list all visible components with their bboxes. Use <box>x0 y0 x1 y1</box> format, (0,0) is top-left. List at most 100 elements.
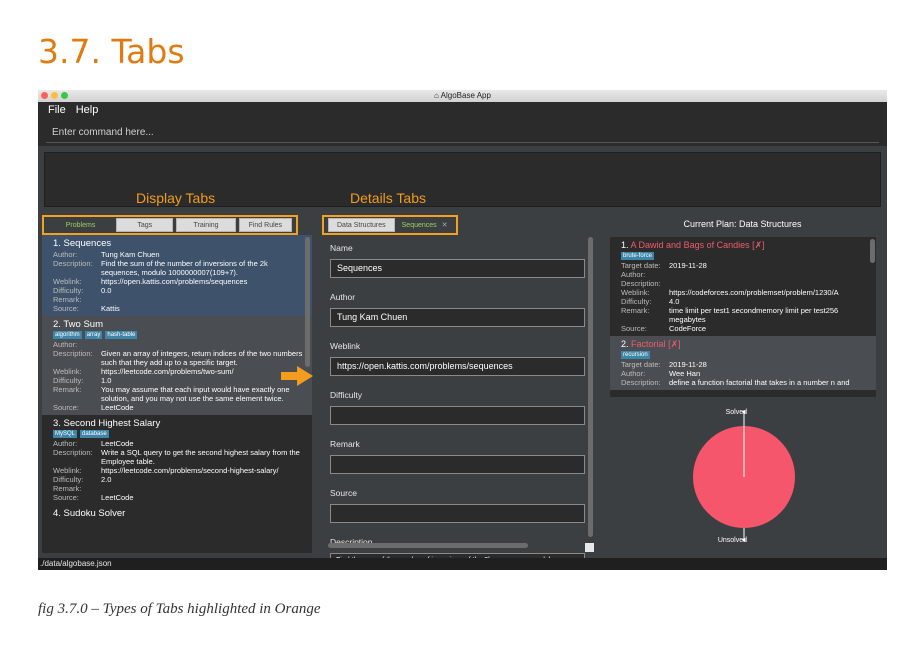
weblink-label: Weblink <box>330 341 361 351</box>
result-display <box>44 152 881 207</box>
tab-tags[interactable]: Tags <box>116 218 174 232</box>
close-window-button[interactable] <box>41 92 48 99</box>
field-key: Description: <box>53 349 93 358</box>
field-key: Remark: <box>53 295 82 304</box>
weblink-field[interactable]: https://open.kattis.com/problems/sequenc… <box>330 357 585 376</box>
display-tabs-bar: Problems Tags Training Plans Find Rules <box>42 215 298 243</box>
field-value: https://leetcode.com/problems/two-sum/ <box>101 367 234 376</box>
menu-bar: File Help <box>38 102 887 118</box>
page-heading: 3.7. Tabs <box>38 32 185 71</box>
field-key: Author: <box>53 340 78 349</box>
pie-label-dot <box>742 410 746 414</box>
tab-data-structures[interactable]: Data Structures <box>328 218 395 232</box>
task-number: 1. <box>621 240 629 250</box>
author-field[interactable]: Tung Kam Chuen <box>330 308 585 327</box>
problem-title: 1. Sequences <box>53 238 112 249</box>
field-key: Source: <box>53 403 79 412</box>
field-key: Weblink: <box>53 367 82 376</box>
field-value <box>101 484 303 493</box>
tag-badge[interactable]: recursion <box>621 351 650 359</box>
field-key: Weblink: <box>53 277 82 286</box>
tab-sequences[interactable]: Sequences ✕ <box>397 218 452 232</box>
problem-list-scrollbar[interactable] <box>305 237 310 367</box>
pie-unsolved-label: Unsolved <box>718 537 747 544</box>
field-value: LeetCode <box>101 439 134 448</box>
problem-title: 4. Sudoku Solver <box>53 508 126 519</box>
tag-badge[interactable]: algorithm <box>53 331 82 339</box>
figure-caption: fig 3.7.0 – Types of Tabs highlighted in… <box>38 601 321 617</box>
field-value: Find the sum of the number of inversions… <box>101 259 268 277</box>
field-key: Description: <box>53 448 93 457</box>
field-key: Difficulty: <box>53 376 84 385</box>
tag-badge[interactable]: hash-table <box>105 331 138 339</box>
field-value: You may assume that each input would hav… <box>101 385 290 403</box>
field-key: Difficulty: <box>53 286 84 295</box>
details-tabs-bar: Data Structures Sequences ✕ <box>322 215 458 235</box>
problem-card[interactable]: 3. Second Highest Salary MySQL database Aut… <box>42 415 312 505</box>
tag-badge[interactable]: array <box>84 331 103 339</box>
field-key: Author: <box>53 439 78 448</box>
unsolved-mark-icon: [✗] <box>668 339 681 349</box>
source-label: Source <box>330 488 357 498</box>
plan-task-card[interactable]: 1. A Dawid and Bags of Candies [✗] brute-… <box>610 237 876 336</box>
menu-help[interactable]: Help <box>75 104 99 116</box>
plan-panel: Current Plan: Data Structures 1. A Dawid… <box>604 212 881 552</box>
field-value: 1.0 <box>101 376 112 385</box>
problem-card[interactable]: 2. Two Sum algorithm array hash-table Author… <box>42 316 312 415</box>
field-value: define a function factorial that takes i… <box>669 378 850 387</box>
tab-find-rules[interactable]: Find Rules <box>238 218 292 232</box>
details-scrollbar[interactable] <box>588 237 593 537</box>
field-value <box>101 295 303 304</box>
field-key: Remark: <box>53 385 82 394</box>
name-field[interactable]: Sequences <box>330 259 585 278</box>
window-titlebar: ⌂ AlgoBase App <box>38 90 887 102</box>
plan-task-list[interactable]: 1. A Dawid and Bags of Candies [✗] brute-… <box>610 237 876 397</box>
field-value: https://leetcode.com/problems/second-hig… <box>101 466 279 475</box>
field-key: Description: <box>621 378 661 387</box>
status-bar: ./data/algobase.json <box>38 558 887 570</box>
progress-pie-chart: Solved Unsolved <box>693 409 795 544</box>
task-number: 2. <box>621 339 629 349</box>
tag-badge[interactable]: brute-force <box>621 252 655 260</box>
minimize-window-button[interactable] <box>51 92 58 99</box>
source-field[interactable] <box>330 504 585 523</box>
description-label: Description <box>330 537 373 547</box>
app-icon: ⌂ <box>434 91 441 100</box>
details-panel: Name Sequences Author Tung Kam Chuen Web… <box>322 235 594 570</box>
close-tab-icon[interactable]: ✕ <box>441 222 448 229</box>
field-value: Wee Han <box>669 369 701 378</box>
field-key: Remark: <box>53 484 82 493</box>
field-value: LeetCode <box>101 403 134 412</box>
problem-list[interactable]: 1. Sequences Author: Tung Kam Chuen Descrip… <box>42 235 312 553</box>
command-input[interactable] <box>46 123 879 143</box>
difficulty-field[interactable] <box>330 406 585 425</box>
tab-problems[interactable]: Problems <box>48 218 114 232</box>
orange-arrow-icon <box>281 366 313 386</box>
field-value: 2.0 <box>101 475 112 484</box>
plan-list-scrollbar[interactable] <box>870 239 875 263</box>
field-value: LeetCode <box>101 493 134 502</box>
plan-task-card[interactable]: 2. Factorial [✗] recursion Target date: 201… <box>610 336 876 390</box>
problem-card[interactable]: 1. Sequences Author: Tung Kam Chuen Descrip… <box>42 235 312 316</box>
field-value: 4.0 <box>669 297 680 306</box>
tag-badge[interactable]: database <box>80 430 109 438</box>
problem-card[interactable]: 4. Sudoku Solver <box>42 505 312 523</box>
field-key: Source: <box>621 324 647 333</box>
field-value: CodeForce <box>669 324 707 333</box>
details-hscrollbar[interactable] <box>328 543 528 548</box>
field-key: Weblink: <box>53 466 82 475</box>
field-value <box>669 270 867 279</box>
field-value: Tung Kam Chuen <box>101 250 160 259</box>
tab-sequences-label: Sequences <box>401 222 437 229</box>
remark-field[interactable] <box>330 455 585 474</box>
problem-title: 3. Second Highest Salary <box>53 418 161 429</box>
unsolved-mark-icon: [✗] <box>752 240 765 250</box>
tab-training-plans[interactable]: Training Plans <box>176 218 236 243</box>
menu-file[interactable]: File <box>48 104 66 116</box>
tag-badge[interactable]: MySQL <box>53 430 78 438</box>
field-value: 2019-11-28 <box>669 360 707 369</box>
field-value <box>669 279 867 288</box>
pie-solved-label: Solved <box>726 409 748 416</box>
field-key: Description: <box>53 259 93 268</box>
zoom-window-button[interactable] <box>61 92 68 99</box>
